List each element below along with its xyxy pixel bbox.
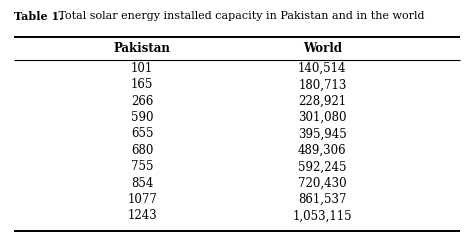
Text: 720,430: 720,430	[298, 177, 346, 190]
Text: 655: 655	[131, 127, 154, 140]
Text: 301,080: 301,080	[298, 111, 346, 124]
Text: 165: 165	[131, 78, 154, 91]
Text: 395,945: 395,945	[298, 127, 346, 140]
Text: Total solar energy installed capacity in Pakistan and in the world: Total solar energy installed capacity in…	[55, 11, 424, 21]
Text: 680: 680	[131, 144, 154, 157]
Text: 1077: 1077	[127, 193, 157, 206]
Text: 861,537: 861,537	[298, 193, 346, 206]
Text: 101: 101	[131, 62, 153, 75]
Text: 180,713: 180,713	[298, 78, 346, 91]
Text: 590: 590	[131, 111, 154, 124]
Text: 755: 755	[131, 160, 154, 173]
Text: 1,053,115: 1,053,115	[292, 210, 352, 223]
Text: 592,245: 592,245	[298, 160, 346, 173]
Text: 266: 266	[131, 95, 154, 108]
Text: World: World	[303, 42, 342, 55]
Text: 1243: 1243	[128, 210, 157, 223]
Text: Pakistan: Pakistan	[114, 42, 171, 55]
Text: 489,306: 489,306	[298, 144, 346, 157]
Text: Table 1.: Table 1.	[14, 11, 63, 22]
Text: 228,921: 228,921	[298, 95, 346, 108]
Text: 854: 854	[131, 177, 154, 190]
Text: 140,514: 140,514	[298, 62, 346, 75]
